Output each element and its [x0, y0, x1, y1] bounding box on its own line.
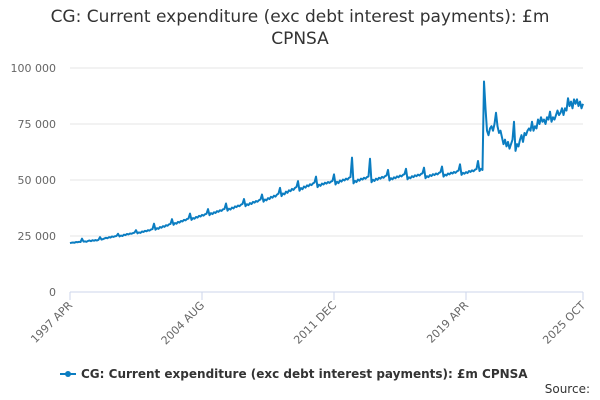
x-tick-label: 2019 APR — [424, 299, 471, 346]
x-tick-label: 2011 DEC — [291, 299, 339, 347]
legend-dot — [65, 371, 71, 377]
x-tick-label: 2025 OCT — [540, 299, 588, 347]
y-tick-label: 100 000 — [11, 62, 57, 75]
legend: CG: Current expenditure (exc debt intere… — [60, 367, 528, 381]
y-tick-label: 50 000 — [18, 174, 57, 187]
y-tick-label: 0 — [49, 286, 56, 299]
data-line — [69, 80, 584, 245]
y-tick-label: 25 000 — [18, 230, 57, 243]
x-tick-label: 2004 AUG — [159, 299, 208, 348]
chart-title: CG: Current expenditure (exc debt intere… — [50, 7, 550, 49]
source: Source: — [545, 382, 590, 396]
y-tick-label: 75 000 — [18, 118, 57, 131]
x-tick-label: 1997 APR — [28, 299, 75, 346]
legend-label: CG: Current expenditure (exc debt intere… — [81, 367, 528, 381]
